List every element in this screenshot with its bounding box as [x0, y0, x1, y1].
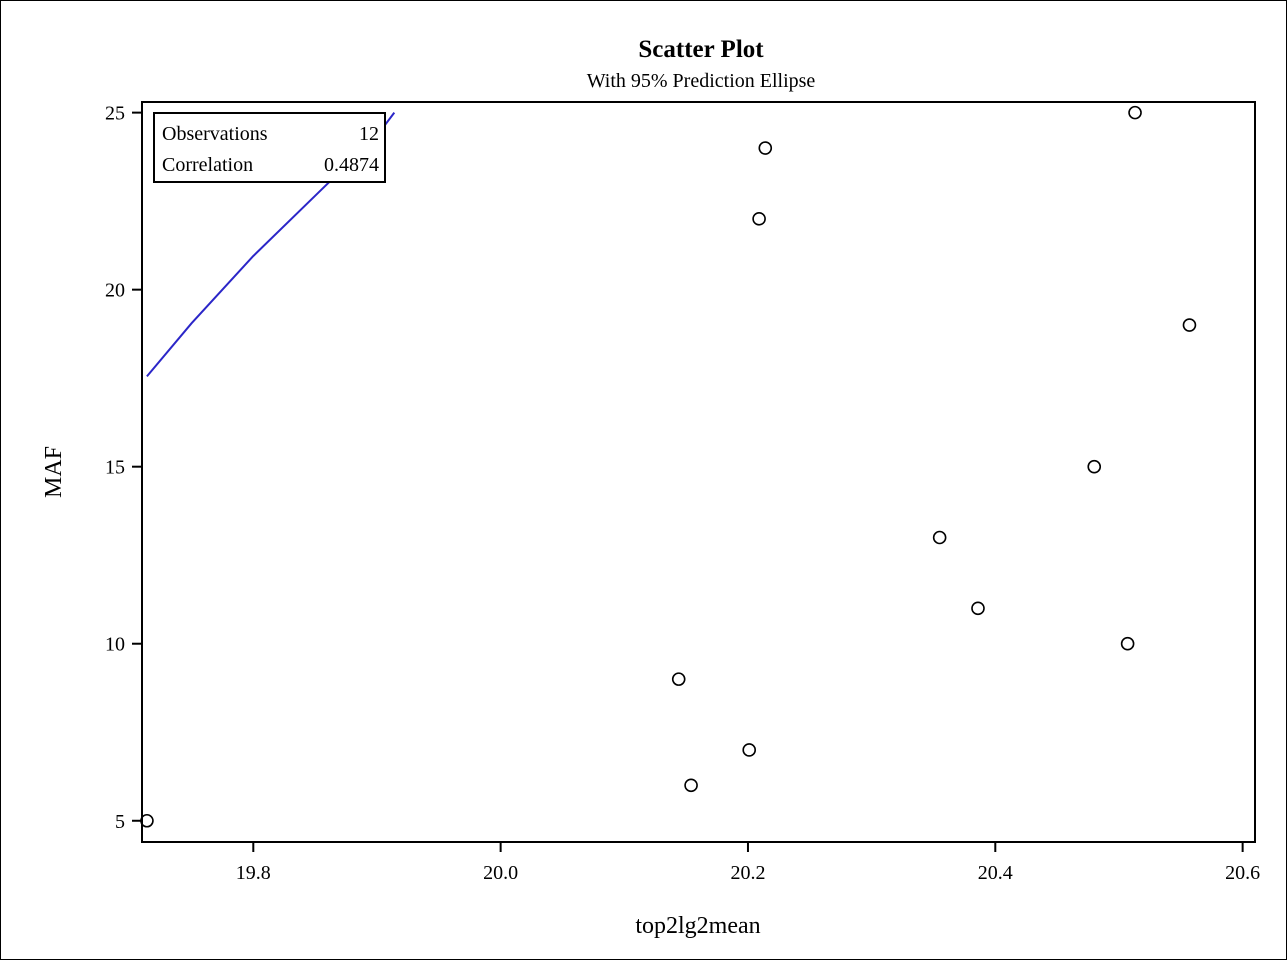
data-point [758, 141, 773, 155]
y-tick-label: 5 [115, 811, 125, 833]
y-axis: 5 10 15 20 25 [105, 103, 142, 833]
data-point [140, 813, 154, 828]
x-axis-label: top2lg2mean [635, 913, 760, 939]
data-point [932, 530, 947, 545]
data-point [742, 743, 757, 757]
data-point [752, 212, 766, 226]
data-point [1128, 105, 1142, 120]
x-tick-label: 20.2 [730, 862, 765, 884]
y-axis-label: MAF [41, 446, 67, 498]
plot-area [141, 101, 1256, 843]
chart-title: Scatter Plot [638, 36, 764, 63]
x-axis: 19.8 20.0 20.2 20.4 20.6 [236, 842, 1260, 884]
stats-correlation-label: Correlation [162, 154, 253, 176]
stats-observations-label: Observations [162, 123, 268, 145]
data-point [1182, 318, 1197, 332]
data-point [971, 601, 985, 616]
x-tick-label: 19.8 [236, 862, 271, 884]
y-tick-label: 15 [105, 457, 125, 479]
y-tick-label: 20 [105, 280, 125, 302]
stats-box-border [153, 112, 386, 183]
stats-observations-value: 12 [359, 123, 379, 145]
data-point [671, 672, 686, 686]
data-point [1087, 459, 1102, 474]
data-point [684, 778, 698, 793]
stats-box: Observations 12 Correlation 0.4874 [153, 112, 386, 183]
y-tick-label: 25 [105, 103, 125, 125]
chart-subtitle: With 95% Prediction Ellipse [587, 70, 816, 92]
x-tick-label: 20.6 [1225, 862, 1260, 884]
points-layer [140, 105, 1197, 828]
stats-correlation-value: 0.4874 [324, 154, 379, 176]
y-tick-label: 10 [105, 634, 125, 656]
data-point [1120, 636, 1135, 651]
x-tick-label: 20.4 [978, 862, 1013, 884]
x-tick-label: 20.0 [483, 862, 518, 884]
